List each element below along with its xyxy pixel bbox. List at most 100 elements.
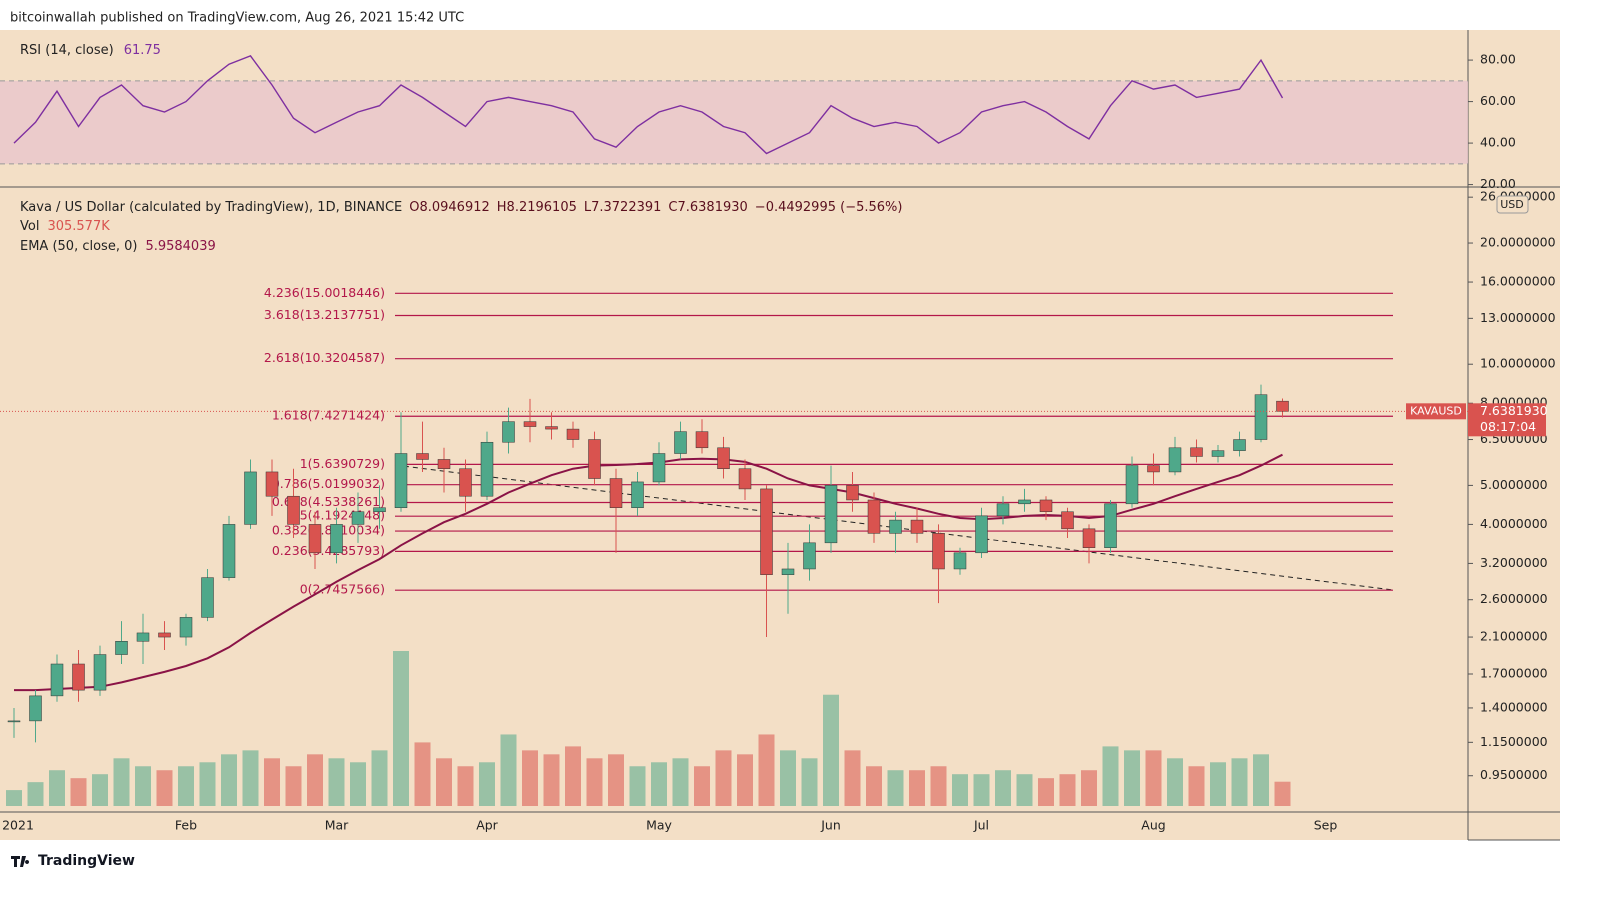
candle-body bbox=[889, 519, 902, 534]
x-tick-label: Mar bbox=[325, 818, 349, 833]
price-tick-label: 1.1500000 bbox=[1480, 734, 1548, 749]
brand: TradingView bbox=[38, 853, 135, 869]
volume-bar bbox=[1188, 766, 1205, 806]
volume-bar bbox=[479, 762, 495, 806]
fib-label: 3.618(13.2137751) bbox=[264, 307, 385, 322]
candle-body bbox=[222, 524, 236, 578]
candle-body bbox=[373, 507, 386, 513]
candle-body bbox=[287, 495, 300, 525]
volume-bar bbox=[27, 782, 44, 806]
price-tag-text: 7.6381930 bbox=[1480, 403, 1548, 418]
volume-bar bbox=[522, 750, 538, 806]
candle-body bbox=[738, 468, 752, 490]
candle-body bbox=[953, 552, 967, 570]
volume-bar bbox=[1231, 758, 1248, 806]
volume-bar bbox=[350, 762, 366, 806]
volume-bar bbox=[608, 754, 624, 806]
x-tick-label: Apr bbox=[476, 818, 498, 833]
ema-legend: EMA (50, close, 0) 5.9584039 bbox=[20, 239, 216, 254]
volume-bar bbox=[49, 770, 65, 806]
candle-body bbox=[824, 485, 838, 544]
candle-body bbox=[244, 471, 257, 525]
volume-bar bbox=[586, 758, 603, 806]
volume-bar bbox=[694, 766, 710, 806]
candle-body bbox=[996, 503, 1010, 517]
price-tag bbox=[1468, 403, 1546, 437]
candle-body bbox=[781, 568, 795, 575]
price-tick-label: 20.0000000 bbox=[1480, 235, 1556, 250]
volume-bar bbox=[866, 766, 882, 806]
price-tick-label: 4.0000000 bbox=[1480, 516, 1548, 531]
candle-body bbox=[330, 524, 343, 554]
fib-label: 1.618(7.4271424) bbox=[272, 408, 385, 423]
logo-mark bbox=[11, 856, 30, 867]
candle-body bbox=[115, 641, 128, 655]
x-tick-label: Aug bbox=[1141, 818, 1165, 833]
currency-box bbox=[1496, 195, 1529, 214]
rsi-band bbox=[0, 80, 1468, 164]
candle-body bbox=[1125, 465, 1139, 505]
volume-bar bbox=[6, 790, 22, 806]
currency: USD bbox=[1500, 198, 1524, 211]
price-tick-label: 5.0000000 bbox=[1480, 477, 1548, 492]
x-tick-label: Sep bbox=[1314, 818, 1338, 833]
volume-bar bbox=[801, 758, 818, 806]
rsi-tick-label: 80.00 bbox=[1480, 52, 1516, 67]
rsi-legend: RSI (14, close) 61.75 bbox=[20, 43, 161, 58]
candle-body bbox=[1233, 439, 1246, 451]
fib-label: 4.236(15.0018446) bbox=[264, 285, 385, 300]
candle-body bbox=[566, 428, 580, 440]
price-tick-label: 10.0000000 bbox=[1480, 356, 1556, 371]
candle-body bbox=[437, 459, 451, 469]
volume-bar bbox=[457, 766, 474, 806]
volume-bar bbox=[1102, 746, 1119, 806]
volume-bar bbox=[221, 754, 237, 806]
candle-body bbox=[1211, 450, 1225, 457]
volume-bar bbox=[737, 754, 753, 806]
volume-bar bbox=[135, 766, 151, 806]
symbol-tag-text: KAVAUSD bbox=[1410, 404, 1462, 417]
volume-bar bbox=[307, 754, 323, 806]
candle-body bbox=[351, 511, 365, 525]
candle-body bbox=[846, 485, 859, 501]
volume-bar bbox=[1081, 770, 1097, 806]
countdown: 08:17:04 bbox=[1480, 419, 1536, 434]
volume-bar bbox=[1124, 750, 1140, 806]
volume-bar bbox=[371, 750, 388, 806]
candle-body bbox=[631, 481, 644, 508]
candle-body bbox=[652, 453, 666, 483]
candle-body bbox=[609, 478, 623, 508]
candle-body bbox=[1168, 447, 1182, 473]
volume-bar bbox=[113, 758, 130, 806]
fib-label: 0(2.7457566) bbox=[300, 582, 385, 597]
volume-bar bbox=[1167, 758, 1183, 806]
rsi-title: RSI (14, close) bbox=[20, 43, 114, 58]
volume-bar bbox=[285, 766, 302, 806]
volume-bar bbox=[823, 694, 839, 806]
price-tick-label: 0.9500000 bbox=[1480, 767, 1548, 782]
rsi-tick-label: 60.00 bbox=[1480, 93, 1516, 108]
candle-body bbox=[179, 617, 193, 638]
candle-body bbox=[523, 421, 537, 427]
volume-bar bbox=[178, 766, 194, 806]
ohlc-value: O8.0946912 bbox=[409, 200, 490, 215]
candle-body bbox=[136, 632, 150, 642]
volume-bar bbox=[909, 770, 925, 806]
price-tick-label: 3.2000000 bbox=[1480, 555, 1548, 570]
volume-bar bbox=[1253, 754, 1269, 806]
fib-label: 2.618(10.3204587) bbox=[264, 350, 385, 365]
symbol-tag bbox=[1406, 403, 1466, 420]
rsi-tick-label: 20.00 bbox=[1480, 176, 1516, 191]
ema-value: 5.9584039 bbox=[145, 239, 215, 254]
volume-bar bbox=[1059, 774, 1076, 806]
volume-bar bbox=[242, 750, 259, 806]
volume-bar bbox=[199, 762, 216, 806]
candle-body bbox=[910, 519, 924, 534]
candle-body bbox=[502, 421, 515, 443]
candle-body bbox=[201, 577, 214, 618]
price-tick-label: 16.0000000 bbox=[1480, 274, 1556, 289]
volume-bar bbox=[264, 758, 280, 806]
volume-bar bbox=[1038, 778, 1054, 806]
